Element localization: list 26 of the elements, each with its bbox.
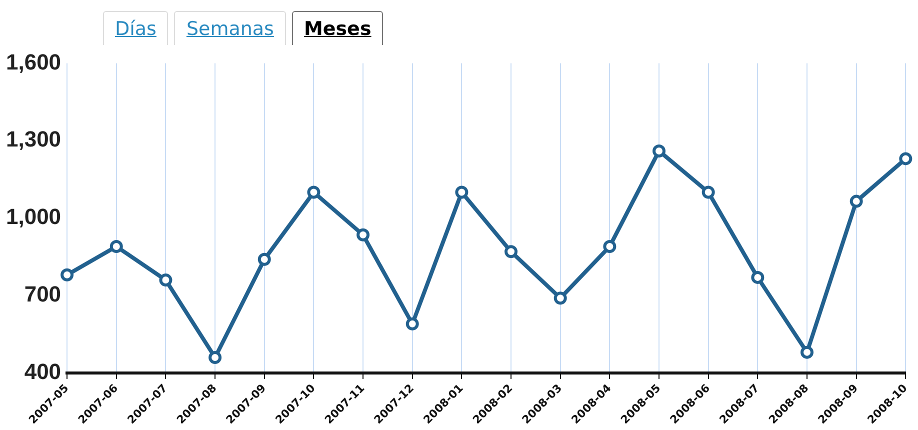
point	[603, 240, 616, 253]
point	[356, 228, 370, 242]
point	[455, 186, 468, 199]
point	[406, 317, 419, 330]
point	[208, 350, 222, 364]
y-tick-label: 700	[24, 282, 62, 307]
point	[504, 245, 518, 258]
y-tick-label: 1,300	[6, 126, 62, 152]
text: Semanas	[174, 11, 286, 45]
point	[307, 186, 320, 199]
point	[110, 240, 123, 253]
point	[850, 194, 863, 208]
y-tick-label: 1,600	[6, 49, 62, 74]
point	[652, 144, 666, 158]
point	[554, 292, 567, 305]
y-tick-label: 1,000	[6, 204, 62, 230]
point	[159, 274, 172, 287]
point	[751, 270, 764, 284]
point	[800, 346, 814, 359]
text: Días	[103, 11, 168, 45]
point	[899, 152, 912, 166]
text: Meses	[292, 11, 384, 45]
y-tick-label: 400	[24, 359, 62, 384]
point	[60, 268, 74, 282]
point	[702, 186, 715, 199]
point	[258, 252, 271, 266]
